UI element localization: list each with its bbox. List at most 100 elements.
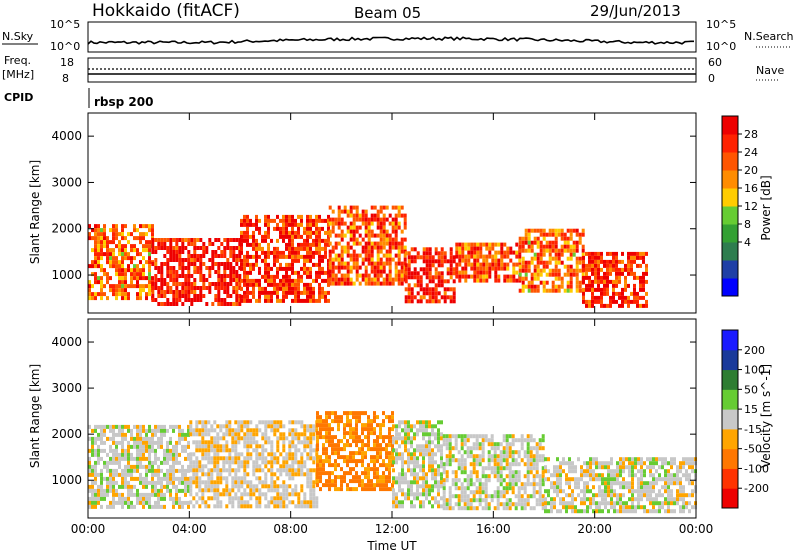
power-cell	[223, 250, 227, 254]
velocity-cell	[583, 489, 586, 494]
velocity-cell	[448, 458, 452, 463]
velocity-cell	[419, 500, 422, 505]
power-cell	[130, 280, 133, 285]
power-cell	[352, 257, 356, 262]
velocity-cell	[529, 450, 533, 455]
power-cell	[235, 290, 239, 294]
velocity-cell	[264, 460, 268, 465]
power-cell	[94, 228, 97, 233]
power-cell	[306, 258, 309, 263]
velocity-cell	[100, 484, 103, 489]
velocity-cell	[643, 473, 646, 478]
velocity-cell	[475, 474, 479, 479]
power-cell	[279, 226, 282, 231]
velocity-cell	[463, 438, 467, 443]
velocity-cell	[475, 506, 479, 511]
power-cell	[124, 276, 127, 281]
power-cell	[485, 246, 489, 251]
velocity-cell	[142, 436, 145, 441]
power-cell	[148, 276, 151, 281]
power-cell	[190, 290, 194, 294]
velocity-cell	[367, 427, 370, 432]
power-cell	[184, 290, 188, 294]
power-cell	[217, 302, 221, 306]
power-cell	[211, 266, 215, 270]
velocity-cell	[382, 459, 385, 464]
power-cell	[509, 278, 513, 283]
velocity-cell	[685, 457, 688, 462]
velocity-cell	[88, 496, 91, 501]
velocity-cell	[270, 480, 274, 485]
velocity-cell	[523, 486, 527, 491]
velocity-cell	[565, 461, 568, 466]
velocity-cell	[240, 496, 244, 501]
velocity-cell	[379, 475, 382, 480]
velocity-cell	[457, 494, 461, 499]
power-cell	[639, 295, 642, 300]
velocity-cell	[237, 432, 241, 437]
velocity-cell	[595, 477, 598, 482]
power-cell	[121, 252, 124, 257]
power-cell	[482, 254, 486, 259]
velocity-cell	[106, 436, 109, 441]
power-cell	[503, 242, 507, 247]
velocity-cell	[547, 509, 550, 514]
velocity-cell	[309, 448, 313, 453]
power-cell	[178, 294, 182, 298]
velocity-cell	[322, 427, 325, 432]
power-cell	[388, 253, 392, 258]
velocity-cell	[258, 464, 262, 469]
power-cell	[223, 254, 227, 258]
velocity-cell	[267, 424, 271, 429]
velocity-cell	[184, 480, 187, 485]
power-cell	[419, 275, 423, 280]
velocity-cell	[379, 479, 382, 484]
velocity-cell	[319, 435, 322, 440]
velocity-cell	[376, 435, 379, 440]
velocity-cell	[124, 448, 127, 453]
velocity-cell	[451, 434, 455, 439]
velocity-cell	[535, 502, 539, 507]
power-cell	[606, 291, 609, 296]
power-cell	[349, 253, 353, 258]
velocity-cell	[571, 469, 574, 474]
velocity-cell	[172, 476, 175, 481]
velocity-cell	[109, 500, 112, 505]
velocity-cell	[195, 480, 199, 485]
velocity-cell	[673, 477, 676, 482]
power-cell	[294, 290, 297, 295]
velocity-cell	[151, 428, 154, 433]
power-cell	[449, 255, 453, 260]
velocity-cell	[136, 436, 139, 441]
power-cell	[166, 250, 170, 254]
power-cell	[321, 266, 324, 271]
power-cell	[397, 213, 401, 218]
velocity-cell	[234, 444, 238, 449]
power-cell	[548, 248, 552, 253]
velocity-cell	[207, 480, 211, 485]
power-cell	[400, 269, 404, 274]
velocity-cell	[309, 436, 313, 441]
velocity-cell	[255, 432, 259, 437]
velocity-cell	[505, 466, 509, 471]
velocity-cell	[469, 474, 473, 479]
velocity-cell	[316, 443, 319, 448]
velocity-cell	[391, 463, 394, 468]
velocity-cell	[422, 436, 425, 441]
velocity-cell	[385, 435, 388, 440]
power-cell	[297, 290, 300, 295]
velocity-cell	[148, 468, 151, 473]
velocity-cell	[499, 450, 503, 455]
velocity-cell	[496, 486, 500, 491]
power-cell	[109, 260, 112, 265]
power-cell	[331, 249, 335, 254]
velocity-cell	[264, 456, 268, 461]
velocity-cell	[130, 452, 133, 457]
velocity-cell	[294, 460, 298, 465]
power-cell	[594, 255, 597, 260]
velocity-cell	[192, 460, 196, 465]
power-cell	[488, 246, 492, 251]
power-cell	[524, 272, 528, 277]
velocity-cell	[440, 448, 443, 453]
velocity-cell	[673, 497, 676, 502]
